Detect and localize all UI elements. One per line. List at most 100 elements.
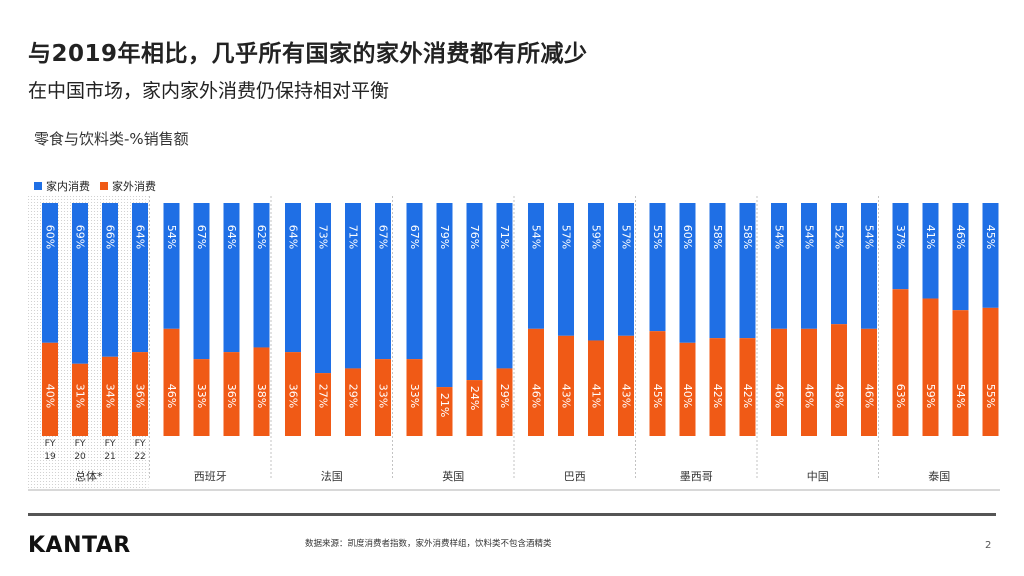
bar-segment-out	[679, 342, 696, 436]
value-label-home: 46%	[954, 225, 967, 249]
value-label-home: 58%	[741, 225, 754, 249]
bar-segment-out	[406, 359, 423, 436]
bar-segment-home	[618, 203, 634, 336]
bar-segment-out	[618, 335, 634, 436]
bar-segment-out	[801, 328, 817, 436]
bar-segment-home	[193, 203, 210, 360]
value-label-out: 29%	[498, 384, 511, 408]
value-label-home: 59%	[590, 225, 603, 249]
value-label-out: 55%	[984, 384, 997, 408]
value-label-out: 63%	[894, 384, 907, 408]
value-label-home: 67%	[408, 225, 421, 249]
bar-segment-out	[771, 328, 787, 436]
value-label-home: 66%	[104, 225, 117, 249]
x-tick-label-year: 22	[134, 452, 145, 462]
bar-segment-out	[649, 331, 666, 436]
x-tick-label-fy: FY	[45, 439, 56, 449]
x-tick-label-year: 21	[104, 452, 115, 462]
bar-segment-out	[42, 342, 58, 436]
legend-item-home: 家内消费	[34, 178, 90, 194]
bar-segment-home	[649, 203, 666, 332]
bar-segment-home	[223, 203, 240, 353]
bar-segment-home	[466, 203, 483, 381]
group-label: 泰国	[928, 469, 950, 483]
bar-segment-out	[193, 359, 210, 436]
value-label-out: 34%	[104, 384, 117, 408]
value-label-out: 43%	[620, 384, 633, 408]
bar-segment-home	[102, 203, 118, 357]
value-label-out: 59%	[924, 384, 937, 408]
value-label-home: 54%	[165, 225, 178, 249]
bar-segment-home	[42, 203, 58, 343]
value-label-home: 62%	[255, 225, 268, 249]
bar-segment-home	[406, 203, 423, 360]
bar-segment-out	[558, 335, 574, 436]
group-label: 英国	[442, 469, 464, 483]
bar-segment-home	[436, 203, 453, 388]
bar-segment-out	[132, 352, 148, 436]
bar-segment-home	[771, 203, 787, 329]
value-label-home: 60%	[681, 225, 694, 249]
bar-segment-home	[528, 203, 544, 329]
value-label-home: 57%	[620, 225, 633, 249]
value-label-home: 76%	[468, 225, 481, 249]
value-label-out: 36%	[225, 384, 238, 408]
bar-segment-home	[679, 203, 696, 343]
legend-swatch-home	[34, 182, 42, 190]
value-label-home: 64%	[287, 225, 300, 249]
bar-segment-home	[132, 203, 148, 353]
value-label-out: 38%	[255, 384, 268, 408]
value-label-home: 64%	[225, 225, 238, 249]
value-label-out: 46%	[165, 384, 178, 408]
bar-segment-out	[496, 368, 513, 436]
bar-segment-out	[892, 289, 909, 436]
bar-segment-out	[315, 373, 331, 436]
value-label-home: 54%	[803, 225, 816, 249]
value-label-out: 42%	[741, 384, 754, 408]
value-label-out: 36%	[134, 384, 147, 408]
bar-segment-out	[375, 359, 391, 436]
group-label: 墨西哥	[680, 470, 713, 483]
value-label-home: 55%	[651, 225, 664, 249]
bar-segment-home	[861, 203, 877, 329]
value-label-out: 46%	[863, 384, 876, 408]
bar-segment-home	[558, 203, 574, 336]
bar-segment-home	[588, 203, 604, 341]
group-label: 中国	[807, 470, 829, 483]
legend-item-out: 家外消费	[100, 178, 156, 194]
chart-legend: 家内消费 家外消费	[34, 178, 156, 194]
value-label-out: 42%	[711, 384, 724, 408]
value-label-home: 41%	[924, 225, 937, 249]
value-label-home: 54%	[530, 225, 543, 249]
value-label-out: 48%	[833, 384, 846, 408]
bar-segment-home	[952, 203, 969, 311]
bar-segment-home	[315, 203, 331, 374]
legend-swatch-out	[100, 182, 108, 190]
legend-label-out: 家外消费	[112, 180, 156, 193]
kantar-logo: KANTAR	[28, 533, 131, 558]
value-label-out: 36%	[287, 384, 300, 408]
bar-segment-out	[922, 298, 939, 436]
value-label-out: 46%	[530, 384, 543, 408]
value-label-home: 67%	[377, 225, 390, 249]
bar-segment-home	[375, 203, 391, 360]
bar-segment-out	[952, 310, 969, 436]
page-number: 2	[985, 540, 992, 551]
value-label-out: 40%	[44, 384, 57, 408]
bar-segment-out	[709, 338, 726, 436]
value-label-out: 46%	[803, 384, 816, 408]
value-label-home: 64%	[134, 225, 147, 249]
bar-segment-home	[892, 203, 909, 290]
bar-segment-home	[982, 203, 999, 308]
bar-segment-out	[285, 352, 301, 436]
page-title: 与2019年相比，几乎所有国家的家外消费都有所减少	[28, 41, 588, 67]
group-label: 法国	[321, 469, 343, 483]
bar-segment-home	[253, 203, 270, 348]
value-label-home: 37%	[894, 225, 907, 249]
bar-segment-home	[831, 203, 847, 325]
page-subtitle: 在中国市场，家内家外消费仍保持相对平衡	[28, 80, 390, 102]
value-label-out: 21%	[438, 393, 451, 417]
x-tick-label-fy: FY	[75, 439, 86, 449]
legend-label-home: 家内消费	[46, 180, 90, 193]
value-label-home: 52%	[833, 225, 846, 249]
